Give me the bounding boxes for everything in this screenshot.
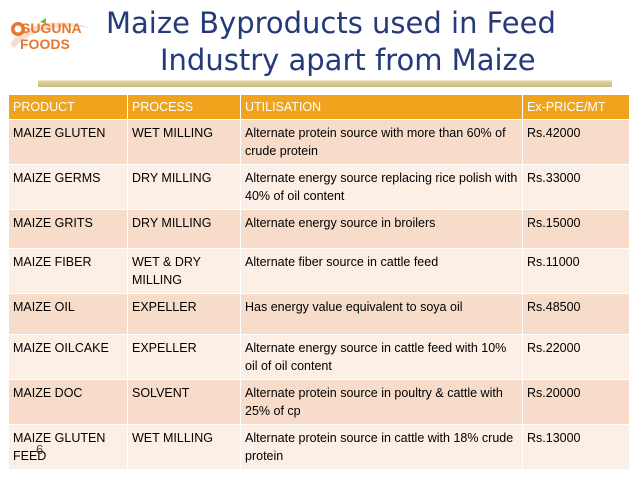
cell-price: Rs.48500 bbox=[522, 293, 630, 335]
slide-title: Maize Byproducts used in Feed Industry a… bbox=[100, 5, 620, 79]
column-header-utilisation: UTILISATION bbox=[240, 94, 523, 120]
cell-utilisation: Alternate protein source with more than … bbox=[240, 119, 523, 165]
table-row: MAIZE FIBER WET & DRY MILLING Alternate … bbox=[8, 248, 630, 294]
table-row: MAIZE GRITS DRY MILLING Alternate energy… bbox=[8, 209, 630, 249]
slide-title-line2: Industry apart from Maize bbox=[160, 43, 536, 77]
cell-process: DRY MILLING bbox=[127, 164, 241, 210]
title-underline-bar bbox=[38, 80, 612, 87]
cell-utilisation: Alternate energy source in cattle feed w… bbox=[240, 334, 523, 380]
column-header-product: PRODUCT bbox=[8, 94, 128, 120]
table-row: MAIZE OILCAKE EXPELLER Alternate energy … bbox=[8, 334, 630, 380]
cell-process: DRY MILLING bbox=[127, 209, 241, 249]
cell-price: Rs.22000 bbox=[522, 334, 630, 380]
cell-utilisation: Alternate protein source in cattle with … bbox=[240, 424, 523, 470]
cell-product: MAIZE OIL bbox=[8, 293, 128, 335]
cell-process: EXPELLER bbox=[127, 334, 241, 380]
byproducts-table: PRODUCT PROCESS UTILISATION Ex-PRICE/MT … bbox=[8, 94, 630, 470]
cell-process: WET MILLING bbox=[127, 424, 241, 470]
table-header-row: PRODUCT PROCESS UTILISATION Ex-PRICE/MT bbox=[8, 94, 630, 120]
logo-swoosh-icon bbox=[10, 18, 90, 48]
cell-product: MAIZE FIBER bbox=[8, 248, 128, 294]
cell-price: Rs.33000 bbox=[522, 164, 630, 210]
cell-process: EXPELLER bbox=[127, 293, 241, 335]
cell-price: Rs.13000 bbox=[522, 424, 630, 470]
cell-product: MAIZE DOC bbox=[8, 379, 128, 425]
table-row: MAIZE DOC SOLVENT Alternate protein sour… bbox=[8, 379, 630, 425]
cell-price: Rs.15000 bbox=[522, 209, 630, 249]
cell-price: Rs.42000 bbox=[522, 119, 630, 165]
cell-price: Rs.20000 bbox=[522, 379, 630, 425]
table-row: MAIZE OIL EXPELLER Has energy value equi… bbox=[8, 293, 630, 335]
cell-utilisation: Has energy value equivalent to soya oil bbox=[240, 293, 523, 335]
cell-utilisation: Alternate energy source replacing rice p… bbox=[240, 164, 523, 210]
slide-title-line1: Maize Byproducts used in Feed bbox=[106, 6, 556, 40]
column-header-process: PROCESS bbox=[127, 94, 241, 120]
column-header-price: Ex-PRICE/MT bbox=[522, 94, 630, 120]
cell-product: MAIZE GLUTEN bbox=[8, 119, 128, 165]
cell-price: Rs.11000 bbox=[522, 248, 630, 294]
cell-utilisation: Alternate protein source in poultry & ca… bbox=[240, 379, 523, 425]
cell-product: MAIZE GRITS bbox=[8, 209, 128, 249]
cell-process: WET MILLING bbox=[127, 119, 241, 165]
cell-product: MAIZE GERMS bbox=[8, 164, 128, 210]
cell-process: WET & DRY MILLING bbox=[127, 248, 241, 294]
slide-number: 6 bbox=[36, 442, 44, 457]
cell-utilisation: Alternate energy source in broilers bbox=[240, 209, 523, 249]
cell-process: SOLVENT bbox=[127, 379, 241, 425]
cell-product: MAIZE GLUTEN FEED bbox=[8, 424, 128, 470]
cell-product: MAIZE OILCAKE bbox=[8, 334, 128, 380]
cell-utilisation: Alternate fiber source in cattle feed bbox=[240, 248, 523, 294]
table-row: MAIZE GLUTEN FEED WET MILLING Alternate … bbox=[8, 424, 630, 470]
table-row: MAIZE GLUTEN WET MILLING Alternate prote… bbox=[8, 119, 630, 165]
logo-text-line1: SUGUNA bbox=[21, 20, 82, 36]
suguna-foods-logo: SUGUNA FOODS bbox=[6, 18, 92, 62]
logo-text-line2: FOODS bbox=[20, 36, 70, 52]
table-row: MAIZE GERMS DRY MILLING Alternate energy… bbox=[8, 164, 630, 210]
